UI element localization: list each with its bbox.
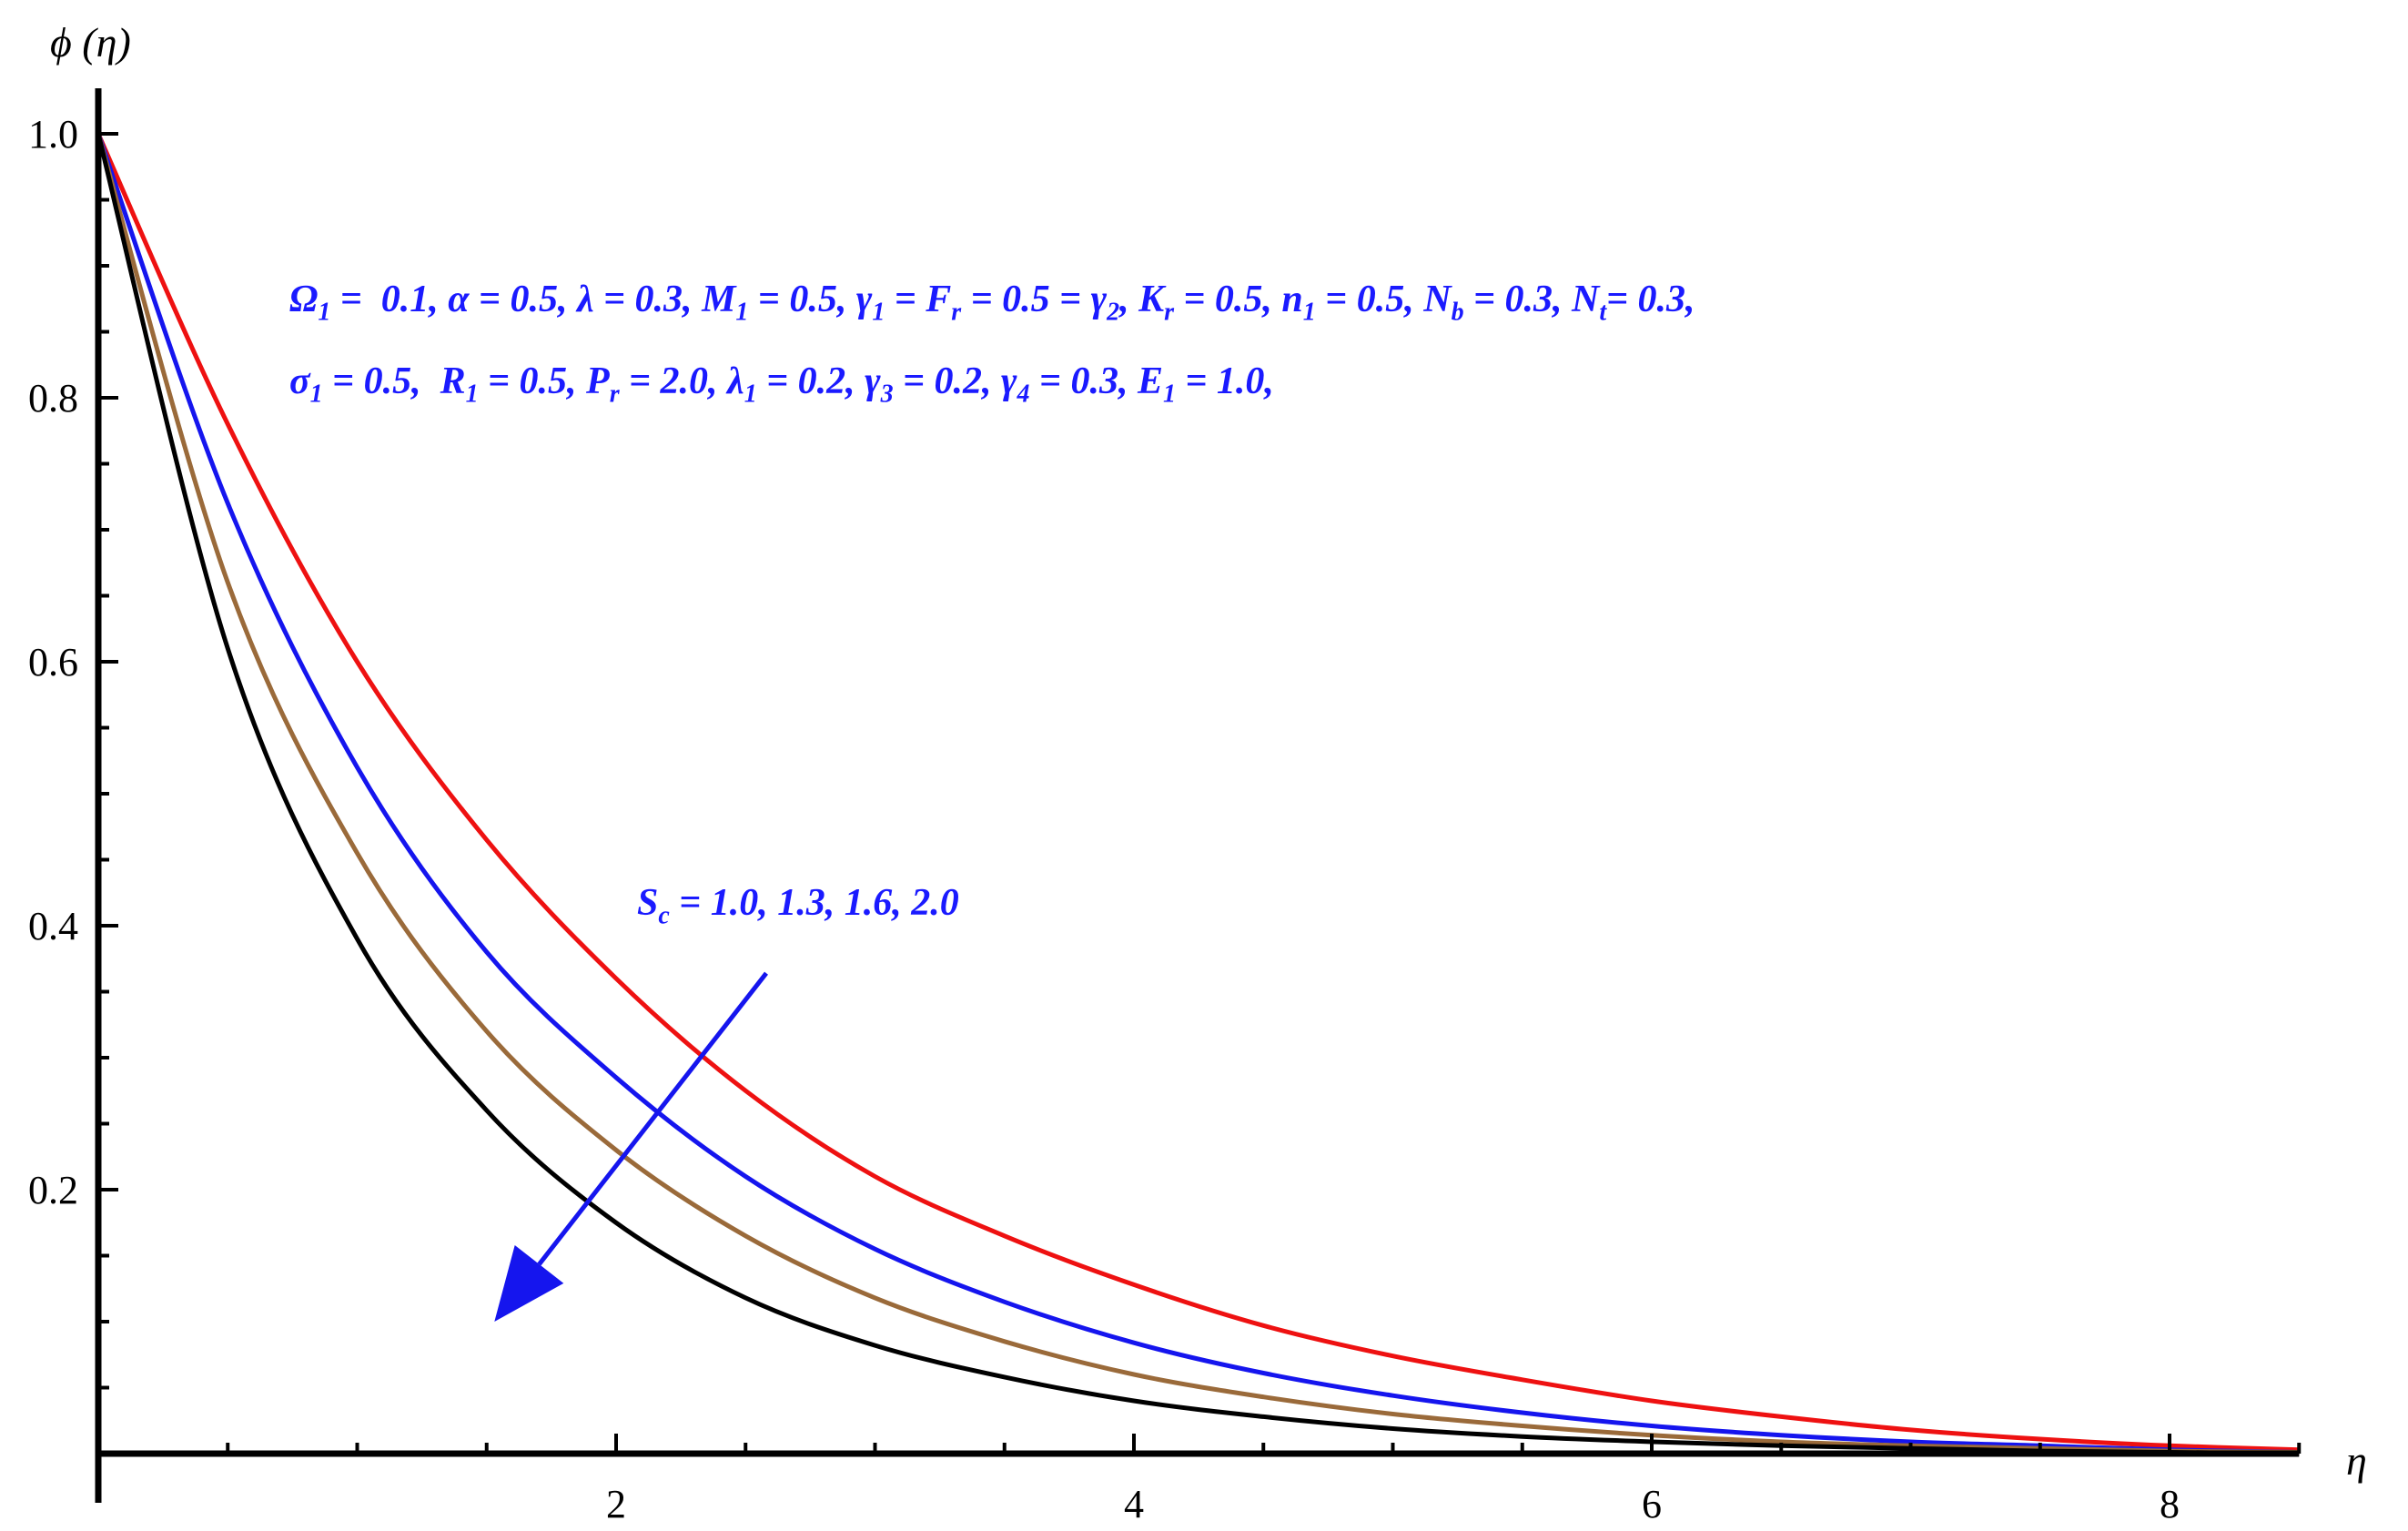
params_line1-value: = 0.5,: [469, 279, 577, 320]
series-line-3: [96, 133, 2300, 1455]
params_line2-subscript: r: [609, 380, 620, 409]
params_line1-symbol: F: [926, 279, 952, 320]
params_line2-subscript: 1: [744, 380, 757, 409]
ticks-group: 2 4 6 8 0.2 0.4 0.6 0.8 1.0: [28, 112, 2302, 1526]
params_line1-subscript: 2: [1107, 298, 1120, 327]
params_line1-symbol: N: [1423, 279, 1452, 320]
params_line1-symbol: α: [448, 279, 470, 320]
params_line1-value: = 0.1,: [330, 279, 449, 320]
params_line1-symbol: γ: [855, 279, 873, 320]
params_line1-value: = 0.5,: [748, 279, 856, 320]
sc_label-symbol: S: [637, 882, 659, 924]
params_line1-subscript: t: [1599, 298, 1607, 327]
parameter-annotation-line-2: σ1 = 0.5, R1 = 0.5, Pr = 2.0, λ1 = 0.2, …: [289, 360, 1274, 409]
params_line2-value: = 0.5,: [322, 360, 440, 402]
params_line1-symbol: K: [1138, 279, 1165, 320]
x-tick-label: 6: [1642, 1482, 1662, 1526]
parameter-annotation-line-1: Ω1 = 0.1, α = 0.5, λ = 0.3, M1 = 0.5, γ1…: [289, 278, 1695, 327]
params_line2-subscript: 1: [309, 380, 323, 409]
series-line-4: [96, 133, 2300, 1456]
params_line2-symbol: λ: [727, 360, 744, 402]
y-tick-label: 0.6: [28, 640, 78, 684]
params_line1-subscript: 1: [1302, 298, 1316, 327]
y-axis-label: ϕ (η): [50, 19, 131, 66]
params_line2-symbol: R: [440, 360, 466, 402]
params_line2-subscript: 1: [465, 380, 479, 409]
params_line2-value: = 0.2,: [893, 360, 1002, 402]
y-tick-label: 0.4: [28, 904, 78, 948]
params_line1-value: = 0.5 =: [961, 279, 1091, 320]
params_line2-value: = 0.3,: [1029, 360, 1138, 402]
params_line2-value: = 0.5,: [478, 360, 587, 402]
params_line1-subscript: r: [951, 298, 962, 327]
params_line1-symbol: N: [1572, 279, 1600, 320]
params_line2-symbol: σ: [289, 360, 310, 402]
series-line-1: [96, 132, 2300, 1453]
params_line1-symbol: n: [1281, 279, 1303, 320]
params_line2-subscript: 4: [1017, 380, 1030, 409]
arrow-shaft: [537, 971, 768, 1266]
params_line2-value: = 0.2,: [756, 360, 865, 402]
params_line1-value: = 0.5,: [1173, 279, 1282, 320]
params_line1-value: = 0.3,: [593, 279, 703, 320]
params_line2-symbol: P: [586, 360, 610, 402]
params_line1-subscript: 1: [318, 298, 331, 327]
y-tick-label: 0.8: [28, 376, 78, 421]
arrow-head: [494, 1245, 564, 1322]
x-tick-label: 4: [1124, 1482, 1144, 1526]
params_line1-subscript: 1: [735, 298, 749, 327]
params_line1-symbol: M: [702, 279, 736, 320]
params_line2-symbol: γ: [1001, 360, 1017, 402]
params_line1-subscript: b: [1451, 298, 1464, 327]
params_line2-value: = 2.0,: [619, 360, 728, 402]
params_line2-value: = 1.0,: [1175, 360, 1274, 402]
y-tick-label: 1.0: [28, 112, 78, 157]
params_line1-value: ,: [1119, 279, 1139, 320]
sc_label-value: = 1.0, 1.3, 1.6, 2.0: [669, 882, 959, 924]
params_line2-subscript: 3: [880, 380, 894, 409]
y-tick-label: 0.2: [28, 1168, 78, 1212]
sc-annotation: Sc = 1.0, 1.3, 1.6, 2.0: [637, 881, 959, 930]
x-axis-label: η: [2346, 1437, 2367, 1484]
params_line2-subscript: 1: [1162, 380, 1176, 409]
params_line2-symbol: E: [1137, 360, 1163, 402]
params_line1-value: = 0.3,: [1606, 279, 1695, 320]
params_line1-symbol: γ: [1090, 279, 1108, 320]
params_line1-value: = 0.5,: [1315, 279, 1424, 320]
params_line1-value: =: [885, 279, 926, 320]
params_line1-symbol: Ω: [289, 279, 319, 320]
x-tick-label: 8: [2160, 1482, 2180, 1526]
params_line2-symbol: γ: [865, 360, 881, 402]
x-tick-label: 2: [606, 1482, 626, 1526]
params_line1-subscript: 1: [872, 298, 885, 327]
params_line1-subscript: r: [1164, 298, 1174, 327]
sc-arrow: [494, 971, 768, 1322]
params_line1-value: = 0.3,: [1463, 279, 1572, 320]
series-line-2: [96, 133, 2300, 1455]
curves-group: [96, 132, 2300, 1456]
sc_label-subscript: c: [658, 901, 670, 930]
params_line1-symbol: λ: [576, 279, 594, 320]
